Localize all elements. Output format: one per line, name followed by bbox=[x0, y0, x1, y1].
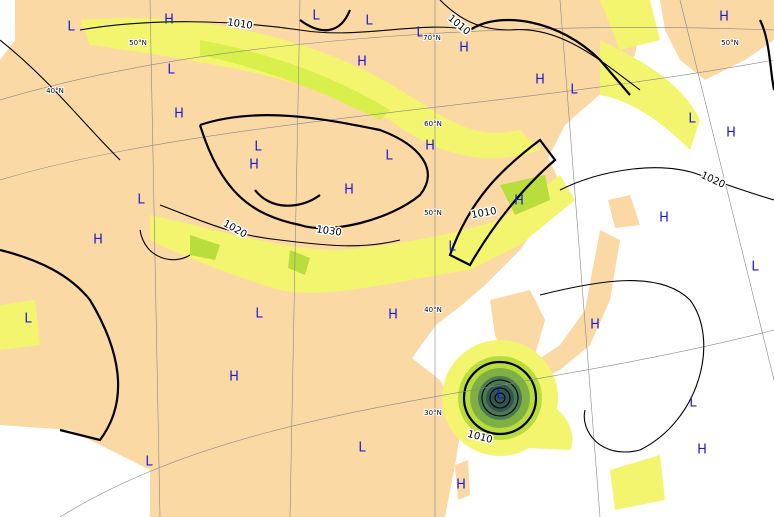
pressure-center: L bbox=[448, 240, 456, 255]
pressure-center: L bbox=[689, 396, 697, 411]
pressure-center: L bbox=[24, 312, 32, 327]
pressure-center: L bbox=[570, 83, 578, 98]
pressure-center: H bbox=[719, 10, 729, 25]
pressure-center: H bbox=[659, 211, 669, 226]
latitude-label: 50°N bbox=[721, 39, 739, 47]
isobar-label: 1010 bbox=[227, 17, 254, 31]
pressure-center: L bbox=[137, 193, 145, 208]
isobar-label: 1030 bbox=[316, 224, 343, 238]
pressure-center: L bbox=[312, 9, 320, 24]
pressure-center: H bbox=[249, 158, 259, 173]
pressure-center: H bbox=[229, 370, 239, 385]
isobars bbox=[0, 0, 774, 453]
latitude-label: 40°N bbox=[46, 87, 64, 95]
pressure-center: L bbox=[385, 149, 393, 164]
pressure-center: H bbox=[726, 126, 736, 141]
pressure-center: L bbox=[254, 140, 262, 155]
pressure-center: H bbox=[164, 13, 174, 28]
pressure-center: H bbox=[535, 73, 545, 88]
land-taiwan bbox=[455, 460, 470, 500]
pressure-center: H bbox=[344, 183, 354, 198]
pressure-center: H bbox=[590, 318, 600, 333]
latitude-label: 40°N bbox=[424, 306, 442, 314]
typhoon bbox=[442, 340, 573, 456]
pressure-center: L bbox=[167, 63, 175, 78]
pressure-center: L bbox=[496, 388, 504, 403]
latitude-label: 30°N bbox=[424, 409, 442, 417]
pressure-center: H bbox=[697, 443, 707, 458]
land-northeast bbox=[660, 0, 774, 80]
pressure-center: L bbox=[145, 455, 153, 470]
pressure-center: H bbox=[514, 194, 524, 209]
latitude-label: 60°N bbox=[424, 120, 442, 128]
pressure-center: L bbox=[751, 260, 759, 275]
pressure-center: L bbox=[688, 112, 696, 127]
pressure-center: H bbox=[456, 478, 466, 493]
pressure-center: H bbox=[174, 107, 184, 122]
pressure-center: H bbox=[93, 233, 103, 248]
pressure-center: L bbox=[358, 441, 366, 456]
pressure-center: H bbox=[388, 308, 398, 323]
pressure-center: L bbox=[67, 20, 75, 35]
pressure-center: H bbox=[357, 55, 367, 70]
pressure-center: L bbox=[416, 26, 424, 41]
latitude-label: 50°N bbox=[129, 39, 147, 47]
pressure-center: H bbox=[425, 139, 435, 154]
pressure-center: L bbox=[365, 14, 373, 29]
latitude-label: 50°N bbox=[424, 209, 442, 217]
land-japan bbox=[530, 195, 640, 380]
pressure-center: H bbox=[459, 41, 469, 56]
latitude-label: 70°N bbox=[423, 34, 441, 42]
pressure-center: L bbox=[255, 307, 263, 322]
